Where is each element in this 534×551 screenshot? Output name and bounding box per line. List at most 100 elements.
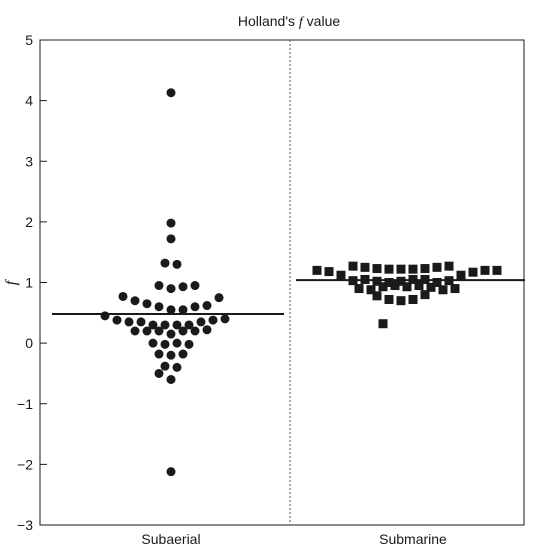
- y-axis-label: f: [3, 278, 20, 285]
- y-tick-label: −3: [17, 517, 33, 533]
- data-point-square: [354, 284, 364, 294]
- data-point-square: [336, 270, 346, 280]
- data-point-circle: [166, 88, 176, 98]
- y-tick-label: 2: [25, 214, 33, 230]
- data-point-square: [396, 296, 406, 306]
- data-point-square: [420, 290, 430, 300]
- y-tick-label: 5: [25, 32, 33, 48]
- data-point-circle: [154, 302, 164, 312]
- data-point-circle: [100, 311, 110, 321]
- data-point-square: [396, 264, 406, 274]
- data-point-circle: [154, 326, 164, 336]
- data-point-circle: [124, 317, 134, 327]
- data-point-circle: [208, 315, 218, 325]
- data-point-square: [402, 282, 412, 292]
- data-point-square: [432, 262, 442, 272]
- data-point-square: [360, 262, 370, 272]
- y-tick-label: 3: [25, 153, 33, 169]
- y-tick-label: 0: [25, 335, 33, 351]
- data-point-square: [432, 278, 442, 287]
- data-point-circle: [178, 326, 188, 336]
- data-point-square: [438, 285, 448, 295]
- x-tick-label: Submarine: [379, 531, 447, 547]
- data-point-square: [390, 281, 400, 291]
- y-tick-label: 1: [25, 275, 33, 291]
- data-point-circle: [154, 368, 164, 378]
- data-point-circle: [166, 218, 176, 228]
- data-point-circle: [190, 281, 200, 291]
- data-point-square: [414, 281, 424, 291]
- y-axis: −3 −2 −1 0 1 2 3 4 5: [17, 32, 47, 533]
- data-point-square: [408, 264, 418, 274]
- data-point-circle: [130, 326, 140, 336]
- data-point-circle: [118, 291, 128, 301]
- data-point-circle: [190, 302, 200, 312]
- data-point-circle: [136, 317, 146, 327]
- data-point-circle: [148, 338, 158, 348]
- data-point-circle: [178, 282, 188, 292]
- data-point-square: [492, 265, 502, 275]
- data-point-circle: [142, 326, 152, 336]
- data-point-square: [420, 264, 430, 274]
- y-tick-label: 4: [25, 93, 33, 109]
- data-point-circle: [184, 339, 194, 349]
- data-point-circle: [112, 315, 122, 325]
- data-point-circle: [160, 361, 170, 371]
- data-point-square: [366, 285, 376, 295]
- data-point-circle: [172, 320, 182, 330]
- data-point-circle: [166, 375, 176, 384]
- data-point-circle: [172, 259, 182, 269]
- data-point-square: [384, 264, 394, 274]
- data-point-square: [384, 294, 394, 304]
- data-point-square: [372, 264, 382, 274]
- data-point-square: [480, 265, 490, 275]
- data-point-circle: [166, 234, 176, 244]
- data-point-circle: [172, 362, 182, 372]
- data-point-circle: [202, 325, 212, 335]
- x-axis: Subaerial Submarine: [141, 531, 447, 547]
- x-tick-label: Subaerial: [141, 531, 200, 547]
- data-point-circle: [166, 467, 176, 477]
- y-tick-label: −2: [17, 456, 33, 472]
- data-point-square: [456, 270, 466, 280]
- data-point-square: [378, 319, 388, 329]
- data-point-square: [378, 282, 388, 292]
- data-point-circle: [220, 314, 230, 324]
- data-point-circle: [160, 320, 170, 330]
- data-point-square: [450, 284, 460, 294]
- data-point-square: [468, 267, 478, 277]
- data-point-square: [324, 267, 334, 277]
- data-point-square: [444, 261, 454, 271]
- data-point-circle: [196, 317, 206, 327]
- data-point-circle: [166, 284, 176, 294]
- data-point-square: [426, 282, 436, 292]
- data-point-circle: [202, 301, 212, 311]
- data-point-circle: [160, 258, 170, 268]
- data-point-square: [396, 276, 406, 286]
- data-point-circle: [214, 293, 224, 303]
- data-point-circle: [172, 338, 182, 348]
- data-point-square: [372, 291, 382, 301]
- data-point-circle: [154, 349, 164, 359]
- data-point-square: [408, 294, 418, 304]
- data-point-circle: [160, 339, 170, 349]
- y-tick-label: −1: [17, 396, 33, 412]
- data-point-circle: [166, 305, 176, 315]
- data-point-circle: [178, 305, 188, 315]
- data-point-square: [384, 278, 394, 287]
- data-point-circle: [148, 320, 158, 330]
- data-point-circle: [166, 350, 176, 360]
- data-point-circle: [190, 326, 200, 336]
- data-point-circle: [184, 320, 194, 330]
- data-point-circle: [142, 299, 152, 309]
- data-point-square: [372, 276, 382, 286]
- data-point-circle: [130, 296, 140, 306]
- data-point-square: [348, 261, 358, 271]
- data-point-circle: [178, 349, 188, 359]
- chart-title: Holland's f value: [238, 13, 341, 30]
- data-point-circle: [154, 281, 164, 291]
- chart-marks: [52, 88, 525, 477]
- data-point-circle: [166, 329, 176, 339]
- data-point-square: [312, 265, 322, 275]
